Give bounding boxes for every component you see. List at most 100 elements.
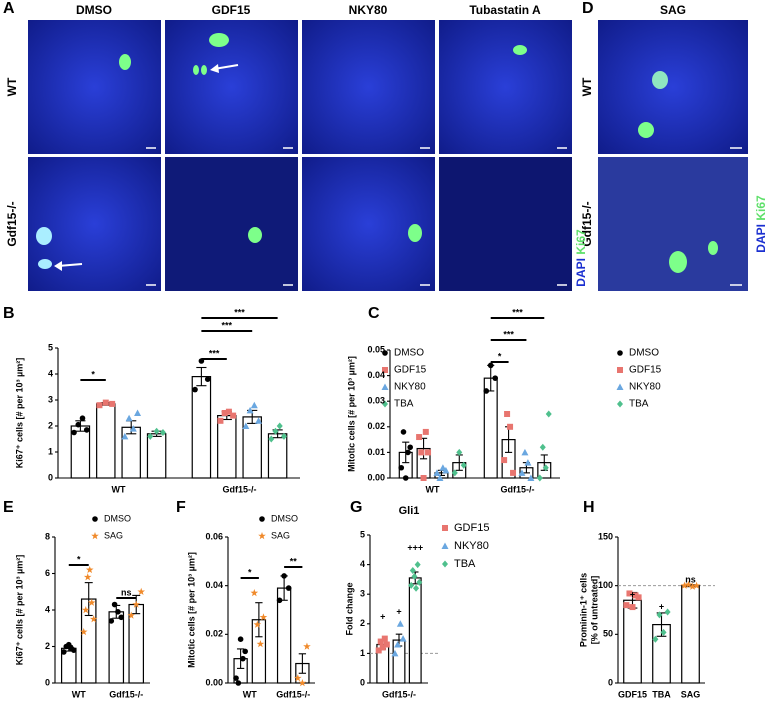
bar <box>681 585 700 684</box>
panel-letter: F <box>176 499 186 516</box>
y-tick-label: 0.06 <box>205 531 223 541</box>
data-point <box>510 469 517 476</box>
data-point <box>536 474 543 482</box>
legend-label: GDF15 <box>454 522 489 534</box>
y-tick-label: 4 <box>45 604 50 614</box>
significance-label: + <box>630 589 635 599</box>
y-tick-label: 8 <box>45 531 50 541</box>
micrograph <box>598 20 748 154</box>
data-point <box>75 421 82 428</box>
data-point <box>487 362 494 369</box>
stain-dapi: DAPI <box>754 224 768 253</box>
data-point <box>83 427 90 433</box>
y-axis-label: [% of untreated] <box>589 576 599 645</box>
legend-marker <box>382 400 388 408</box>
significance-label: + <box>380 611 385 621</box>
y-tick-label: 6 <box>45 568 50 578</box>
significance-label: *** <box>512 307 523 317</box>
bar <box>623 599 642 684</box>
y-tick-label: 5 <box>48 342 53 352</box>
data-point <box>405 449 411 456</box>
data-point <box>242 422 250 429</box>
data-point <box>250 401 258 409</box>
legend-label: DMSO <box>271 513 298 523</box>
data-point <box>79 415 86 422</box>
x-tick-label: Gdf15-/- <box>382 689 416 699</box>
significance-label: + <box>396 606 401 616</box>
data-point <box>402 475 409 481</box>
data-point <box>451 469 458 477</box>
data-point <box>456 448 463 456</box>
data-point <box>235 680 242 686</box>
legend-label: DMSO <box>394 348 424 359</box>
y-tick-label: 4 <box>48 368 53 378</box>
data-point <box>221 410 228 416</box>
data-point <box>408 581 415 589</box>
legend-label: TBA <box>394 399 414 410</box>
data-point <box>652 635 659 643</box>
data-point <box>420 475 427 481</box>
data-point <box>492 375 498 381</box>
y-axis-label: Mitotic cells [# per 10³ µm²] <box>186 552 196 668</box>
stain-ki67: Ki67 <box>574 229 588 255</box>
y-tick-label: 3 <box>48 394 53 404</box>
data-point <box>250 588 259 597</box>
data-point <box>656 611 663 619</box>
y-axis-label: Mitotic cells [# per 10³ µm²] <box>346 356 356 472</box>
y-tick-label: 0 <box>48 472 53 482</box>
data-point <box>129 425 137 432</box>
column-header: DMSO <box>76 3 112 17</box>
legend-marker <box>258 532 266 540</box>
legend-marker <box>442 560 448 568</box>
stain-label: DAPI Ki67 <box>754 195 768 253</box>
scale-bars <box>146 147 567 286</box>
row-header: Gdf15-/- <box>5 201 19 246</box>
legend-label: NKY80 <box>394 382 426 393</box>
column-header: SAG <box>660 3 686 17</box>
data-point <box>626 590 633 597</box>
legend-marker <box>617 350 623 356</box>
data-point <box>70 647 77 653</box>
y-tick-label: 0.01 <box>367 447 385 457</box>
legend-marker <box>442 525 448 531</box>
data-point <box>71 429 77 436</box>
significance-label: ns <box>685 574 696 584</box>
data-point <box>237 636 244 642</box>
data-point <box>398 464 405 471</box>
data-point <box>664 608 671 616</box>
micrograph <box>165 157 298 291</box>
data-point <box>230 412 237 419</box>
stain-dapi: DAPI <box>574 258 588 287</box>
panel-letter: D <box>582 0 594 17</box>
data-point <box>118 614 125 621</box>
legend-label: SAG <box>271 530 290 540</box>
significance-label: + <box>659 601 664 611</box>
y-tick-label: 0.04 <box>205 580 223 590</box>
data-point <box>298 679 307 687</box>
panel-letter: C <box>368 305 380 322</box>
y-tick-label: 0.00 <box>367 472 385 482</box>
data-point <box>217 417 224 424</box>
x-tick-label: Gdf15-/- <box>222 484 256 494</box>
data-point <box>127 611 136 619</box>
bar <box>408 577 422 684</box>
significance-label: *** <box>234 307 245 317</box>
legend-label: TBA <box>454 558 476 570</box>
data-point <box>225 408 232 415</box>
bar <box>146 433 167 479</box>
data-point <box>524 459 532 466</box>
data-point <box>255 417 263 424</box>
column-header: NKY80 <box>349 3 388 17</box>
data-point <box>414 561 421 569</box>
data-point <box>407 444 413 451</box>
x-tick-label: WT <box>426 484 440 494</box>
data-point <box>89 615 98 623</box>
data-point <box>147 432 154 440</box>
data-point <box>85 565 94 574</box>
x-tick-label: GDF15 <box>618 689 647 699</box>
micrograph <box>439 157 572 291</box>
data-point <box>379 644 386 651</box>
x-tick-label: WT <box>112 484 126 494</box>
bar <box>96 403 116 479</box>
data-point <box>280 432 287 440</box>
